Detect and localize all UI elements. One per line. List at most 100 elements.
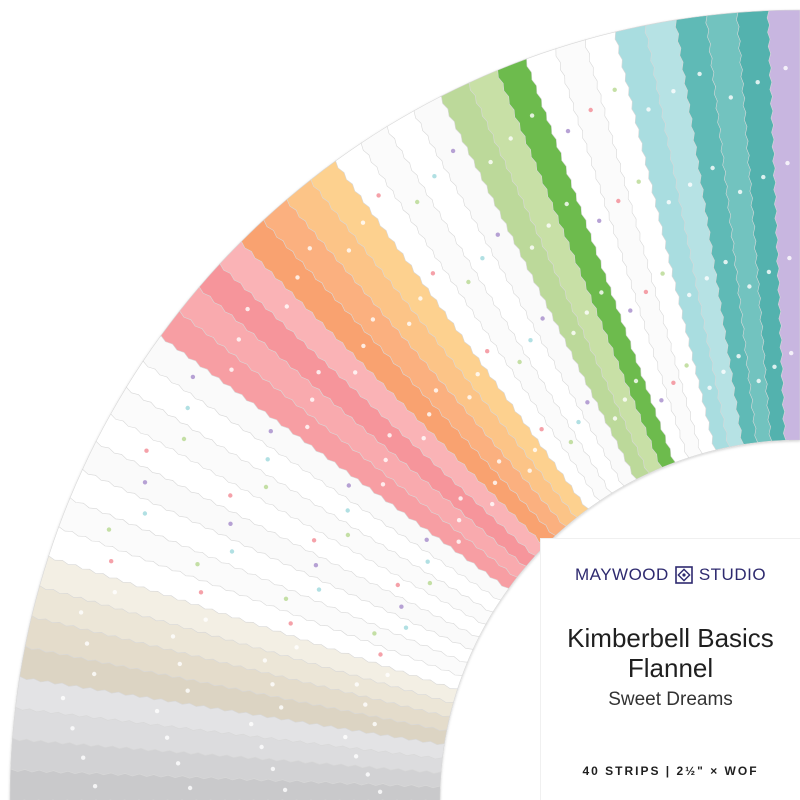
print-dot bbox=[112, 590, 118, 595]
collection-title-line-2: Flannel bbox=[627, 653, 714, 683]
print-dot bbox=[480, 256, 485, 261]
print-dot bbox=[517, 359, 522, 365]
print-dot bbox=[666, 200, 671, 205]
print-dot bbox=[407, 321, 412, 326]
print-dot bbox=[783, 65, 788, 71]
print-dot bbox=[383, 457, 388, 463]
print-dot bbox=[245, 306, 250, 312]
fabric-strip bbox=[31, 585, 454, 717]
print-dot bbox=[616, 198, 621, 204]
fabric-strip bbox=[58, 497, 468, 676]
print-dot bbox=[353, 370, 358, 375]
fabric-strip bbox=[413, 95, 638, 487]
print-dot bbox=[378, 652, 383, 657]
print-dot bbox=[728, 95, 733, 100]
print-dot bbox=[81, 755, 86, 760]
fabric-strip bbox=[12, 706, 443, 774]
print-dot bbox=[265, 457, 270, 462]
print-dot bbox=[170, 634, 176, 639]
print-dot bbox=[687, 182, 693, 187]
fabric-strip bbox=[614, 24, 731, 451]
print-dot bbox=[190, 374, 196, 380]
print-dot bbox=[92, 784, 98, 789]
print-dot bbox=[313, 563, 319, 568]
print-dot bbox=[532, 447, 538, 453]
print-dot bbox=[424, 537, 429, 542]
print-dot bbox=[236, 337, 241, 342]
print-dot bbox=[467, 395, 472, 400]
print-dot bbox=[263, 484, 269, 490]
print-dot bbox=[427, 580, 433, 586]
print-dot bbox=[106, 527, 112, 532]
print-dot bbox=[687, 292, 692, 298]
print-dot bbox=[755, 80, 760, 85]
fabric-strip bbox=[335, 142, 601, 510]
print-dot bbox=[109, 559, 114, 564]
print-dot bbox=[643, 289, 649, 295]
print-dot bbox=[756, 378, 761, 384]
print-dot bbox=[249, 721, 254, 727]
print-dot bbox=[316, 587, 322, 592]
print-dot bbox=[345, 508, 350, 513]
print-dot bbox=[259, 744, 264, 750]
print-dot bbox=[360, 220, 366, 225]
print-dot bbox=[707, 385, 712, 390]
fabric-strip bbox=[10, 737, 442, 789]
print-dot bbox=[270, 682, 275, 687]
fabric-strip bbox=[263, 198, 567, 536]
print-dot bbox=[660, 271, 665, 276]
fabric-strip bbox=[555, 39, 703, 458]
print-dot bbox=[527, 468, 532, 473]
print-dot bbox=[659, 398, 664, 403]
print-dot bbox=[84, 641, 90, 646]
print-dot bbox=[185, 405, 190, 411]
fabric-strip bbox=[219, 240, 546, 556]
print-dot bbox=[612, 416, 618, 421]
print-dot bbox=[387, 433, 392, 438]
print-dot bbox=[704, 276, 709, 281]
print-dot bbox=[310, 397, 315, 402]
print-dot bbox=[229, 367, 234, 372]
print-dot bbox=[268, 429, 273, 434]
fabric-strip bbox=[468, 69, 663, 474]
print-dot bbox=[177, 661, 182, 667]
fabric-strip bbox=[675, 15, 759, 445]
print-dot bbox=[723, 259, 728, 265]
collection-subtitle: Sweet Dreams bbox=[608, 689, 733, 710]
print-dot bbox=[496, 459, 502, 464]
print-dot bbox=[283, 596, 289, 601]
print-dot bbox=[772, 364, 777, 369]
print-dot bbox=[571, 330, 576, 336]
print-dot bbox=[372, 631, 377, 636]
print-dot bbox=[154, 708, 160, 714]
print-dot bbox=[377, 789, 383, 794]
fabric-strip bbox=[241, 219, 557, 546]
print-dot bbox=[747, 284, 752, 289]
fabric-strip bbox=[386, 110, 625, 494]
print-dot bbox=[346, 248, 352, 253]
print-dot bbox=[307, 246, 312, 251]
print-dot bbox=[564, 201, 569, 207]
print-dot bbox=[528, 338, 533, 343]
print-dot bbox=[576, 419, 581, 425]
print-dot bbox=[540, 316, 545, 321]
fabric-strip bbox=[24, 615, 451, 731]
print-dot bbox=[363, 702, 368, 707]
print-dot bbox=[432, 174, 437, 179]
fabric-strip bbox=[179, 286, 527, 578]
print-dot bbox=[175, 761, 181, 766]
print-dot bbox=[421, 436, 426, 441]
print-dot bbox=[354, 682, 359, 687]
print-dot bbox=[529, 245, 535, 250]
print-dot bbox=[737, 189, 743, 195]
print-dot bbox=[395, 582, 400, 588]
print-dot bbox=[456, 518, 462, 523]
print-dot bbox=[294, 645, 299, 650]
fabric-strip bbox=[526, 48, 690, 463]
print-dot bbox=[418, 296, 423, 301]
print-dot bbox=[539, 427, 544, 432]
print-dot bbox=[633, 378, 639, 384]
fabric-strip bbox=[286, 179, 578, 527]
